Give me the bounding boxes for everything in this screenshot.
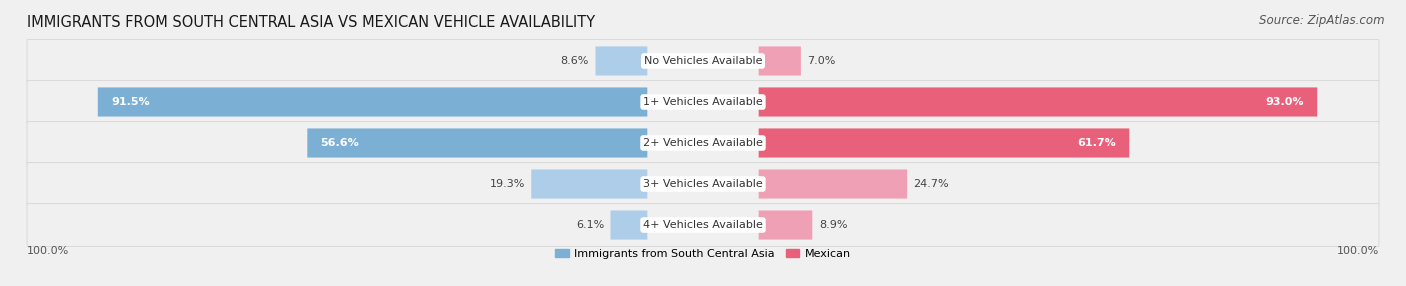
Text: Source: ZipAtlas.com: Source: ZipAtlas.com — [1260, 14, 1385, 27]
Text: 2+ Vehicles Available: 2+ Vehicles Available — [643, 138, 763, 148]
Text: No Vehicles Available: No Vehicles Available — [644, 56, 762, 66]
Text: 1+ Vehicles Available: 1+ Vehicles Available — [643, 97, 763, 107]
FancyBboxPatch shape — [27, 40, 1379, 82]
Text: 93.0%: 93.0% — [1265, 97, 1303, 107]
Text: 24.7%: 24.7% — [914, 179, 949, 189]
Text: IMMIGRANTS FROM SOUTH CENTRAL ASIA VS MEXICAN VEHICLE AVAILABILITY: IMMIGRANTS FROM SOUTH CENTRAL ASIA VS ME… — [27, 15, 595, 30]
FancyBboxPatch shape — [531, 169, 647, 198]
Text: 19.3%: 19.3% — [489, 179, 524, 189]
FancyBboxPatch shape — [759, 88, 1317, 117]
FancyBboxPatch shape — [759, 210, 813, 240]
Text: 91.5%: 91.5% — [111, 97, 149, 107]
Text: 7.0%: 7.0% — [807, 56, 835, 66]
Text: 6.1%: 6.1% — [576, 220, 605, 230]
FancyBboxPatch shape — [27, 204, 1379, 246]
FancyBboxPatch shape — [27, 122, 1379, 164]
Text: 100.0%: 100.0% — [1337, 245, 1379, 255]
FancyBboxPatch shape — [759, 46, 801, 76]
Text: 8.6%: 8.6% — [561, 56, 589, 66]
Text: 8.9%: 8.9% — [818, 220, 848, 230]
FancyBboxPatch shape — [98, 88, 647, 117]
FancyBboxPatch shape — [610, 210, 647, 240]
FancyBboxPatch shape — [596, 46, 647, 76]
FancyBboxPatch shape — [759, 169, 907, 198]
Text: 61.7%: 61.7% — [1077, 138, 1116, 148]
Legend: Immigrants from South Central Asia, Mexican: Immigrants from South Central Asia, Mexi… — [551, 245, 855, 263]
FancyBboxPatch shape — [308, 128, 647, 158]
FancyBboxPatch shape — [759, 128, 1129, 158]
Text: 4+ Vehicles Available: 4+ Vehicles Available — [643, 220, 763, 230]
Text: 56.6%: 56.6% — [321, 138, 360, 148]
Text: 100.0%: 100.0% — [27, 245, 69, 255]
FancyBboxPatch shape — [27, 163, 1379, 205]
FancyBboxPatch shape — [27, 81, 1379, 123]
Text: 3+ Vehicles Available: 3+ Vehicles Available — [643, 179, 763, 189]
